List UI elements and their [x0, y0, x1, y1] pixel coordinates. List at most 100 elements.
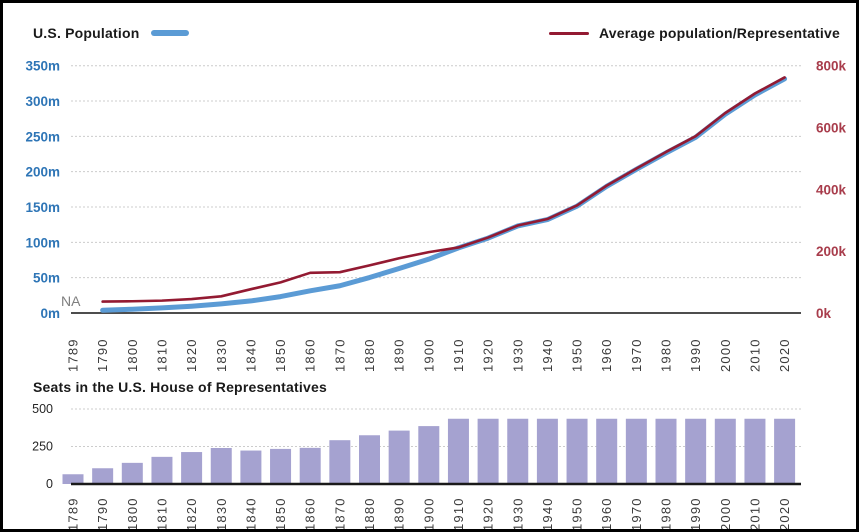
bottom-x-tick-label: 1800	[125, 497, 140, 531]
legend-us-population-label: U.S. Population	[33, 25, 140, 41]
bottom-x-tick-label: 1870	[332, 497, 347, 531]
bottom-x-tick-label: 1920	[481, 497, 496, 531]
bottom-x-tick-label: 1850	[273, 497, 288, 531]
avg-population-line	[101, 76, 786, 303]
bottom-x-tick-label: 1890	[392, 497, 407, 531]
top-x-tick-label: 1870	[332, 338, 347, 372]
top-x-tick-label: 1960	[599, 338, 614, 372]
top-x-tick-label: 1830	[214, 338, 229, 372]
seats-bar	[92, 468, 114, 484]
bottom-y-tick-label: 500	[32, 402, 53, 416]
seats-bar	[714, 418, 736, 484]
bottom-x-tick-label: 1940	[540, 497, 555, 531]
left-axis-tick-label: 350m	[25, 59, 60, 74]
left-axis-tick-label: 100m	[25, 235, 60, 250]
top-x-tick-label: 1950	[570, 338, 585, 372]
bottom-x-tick-label: 1790	[95, 497, 110, 531]
legend-avg-population-label: Average population/Representative	[598, 25, 840, 41]
bottom-x-tick-label: 1970	[629, 497, 644, 531]
bottom-x-tick-label: 1840	[243, 497, 258, 531]
seats-bar	[359, 435, 380, 484]
left-axis-tick-label: 200m	[25, 165, 60, 180]
right-axis-tick-label: 0k	[816, 306, 832, 321]
na-annotation: NA	[61, 293, 81, 309]
seats-bar	[151, 456, 173, 484]
bottom-x-tick-label: 1950	[570, 497, 585, 531]
charts-canvas: 0m 50m 100m 150m 200m 250m 300m 350m 0k 200k 400k 6…	[25, 59, 847, 531]
left-axis-tick-label: 150m	[25, 200, 60, 215]
population-line	[100, 76, 788, 313]
bottom-x-tick-label: 2000	[718, 497, 733, 531]
bottom-x-tick-label: 1910	[451, 497, 466, 531]
bottom-x-tick-label: 1980	[659, 497, 674, 531]
bottom-x-tick-label: 1990	[688, 497, 703, 531]
seats-bar	[181, 452, 203, 484]
seats-bar	[270, 448, 292, 484]
right-axis-tick-label: 600k	[816, 121, 847, 136]
top-x-tick-label: 1840	[243, 338, 258, 372]
top-x-tick-label: 1990	[688, 338, 703, 372]
seats-bar	[210, 448, 232, 484]
left-axis-tick-label: 250m	[25, 129, 60, 144]
bottom-x-tick-label: 1789	[66, 497, 81, 531]
seats-bar	[566, 418, 588, 484]
left-axis-tick-label: 0m	[40, 306, 60, 321]
top-x-tick-label: 1970	[629, 338, 644, 372]
bottom-y-tick-label: 250	[32, 440, 53, 454]
seats-bar	[477, 418, 499, 484]
seats-bar	[774, 418, 796, 484]
top-x-tick-label: 1800	[125, 338, 140, 372]
left-axis-tick-label: 50m	[33, 271, 60, 286]
top-x-tick-label: 2000	[718, 338, 733, 372]
population-line-swatch	[151, 30, 190, 36]
seats-bar	[596, 418, 618, 484]
bottom-x-tick-label: 1860	[303, 497, 318, 531]
seats-bar	[121, 462, 143, 484]
bottom-x-tick-label: 1830	[214, 497, 229, 531]
seats-bar	[329, 440, 351, 484]
legend-avg-population: Average population/Representative	[548, 25, 840, 41]
seats-bar	[507, 418, 529, 484]
seats-bar	[418, 426, 440, 484]
seats-bar	[240, 450, 262, 484]
right-axis-tick-label: 200k	[816, 244, 847, 259]
top-x-tick-label: 1790	[95, 338, 110, 372]
top-x-tick-label: 1880	[362, 338, 377, 372]
top-x-tick-label: 1940	[540, 338, 555, 372]
legend-us-population: U.S. Population	[33, 25, 190, 41]
top-x-tick-label: 1850	[273, 338, 288, 372]
bottom-x-tick-label: 1810	[154, 497, 169, 531]
top-x-tick-label: 1900	[421, 338, 436, 372]
bottom-x-tick-label: 1930	[510, 497, 525, 531]
bottom-x-tick-label: 1820	[184, 497, 199, 531]
top-x-tick-label: 1890	[392, 338, 407, 372]
avg-line-swatch	[548, 31, 589, 35]
bottom-x-tick-label: 1960	[599, 497, 614, 531]
seats-bar	[62, 474, 84, 484]
seats-bar	[299, 447, 321, 484]
bottom-x-tick-label: 1900	[421, 497, 436, 531]
top-x-tick-label: 2010	[747, 338, 762, 372]
seats-bar	[536, 418, 558, 484]
top-x-tick-label: 1810	[154, 338, 169, 372]
seats-bar	[744, 418, 766, 484]
seats-bar	[388, 430, 410, 484]
seats-bar	[625, 418, 647, 484]
right-axis-tick-label: 800k	[816, 59, 847, 74]
bottom-x-tick-label: 2010	[747, 497, 762, 531]
seats-bar	[447, 418, 469, 484]
right-axis-tick-label: 400k	[816, 182, 847, 197]
seats-bar	[655, 418, 677, 484]
bottom-chart-title: Seats in the U.S. House of Representativ…	[33, 379, 327, 395]
top-x-tick-label: 1920	[481, 338, 496, 372]
top-x-tick-label: 1980	[659, 338, 674, 372]
bottom-x-tick-label: 2020	[777, 497, 792, 531]
seats-bar	[685, 418, 707, 484]
top-x-tick-label: 2020	[777, 338, 792, 372]
top-x-tick-label: 1910	[451, 338, 466, 372]
left-axis-tick-label: 300m	[25, 94, 60, 109]
top-x-tick-label: 1930	[510, 338, 525, 372]
bottom-y-tick-label: 0	[46, 477, 53, 491]
top-x-tick-label: 1860	[303, 338, 318, 372]
